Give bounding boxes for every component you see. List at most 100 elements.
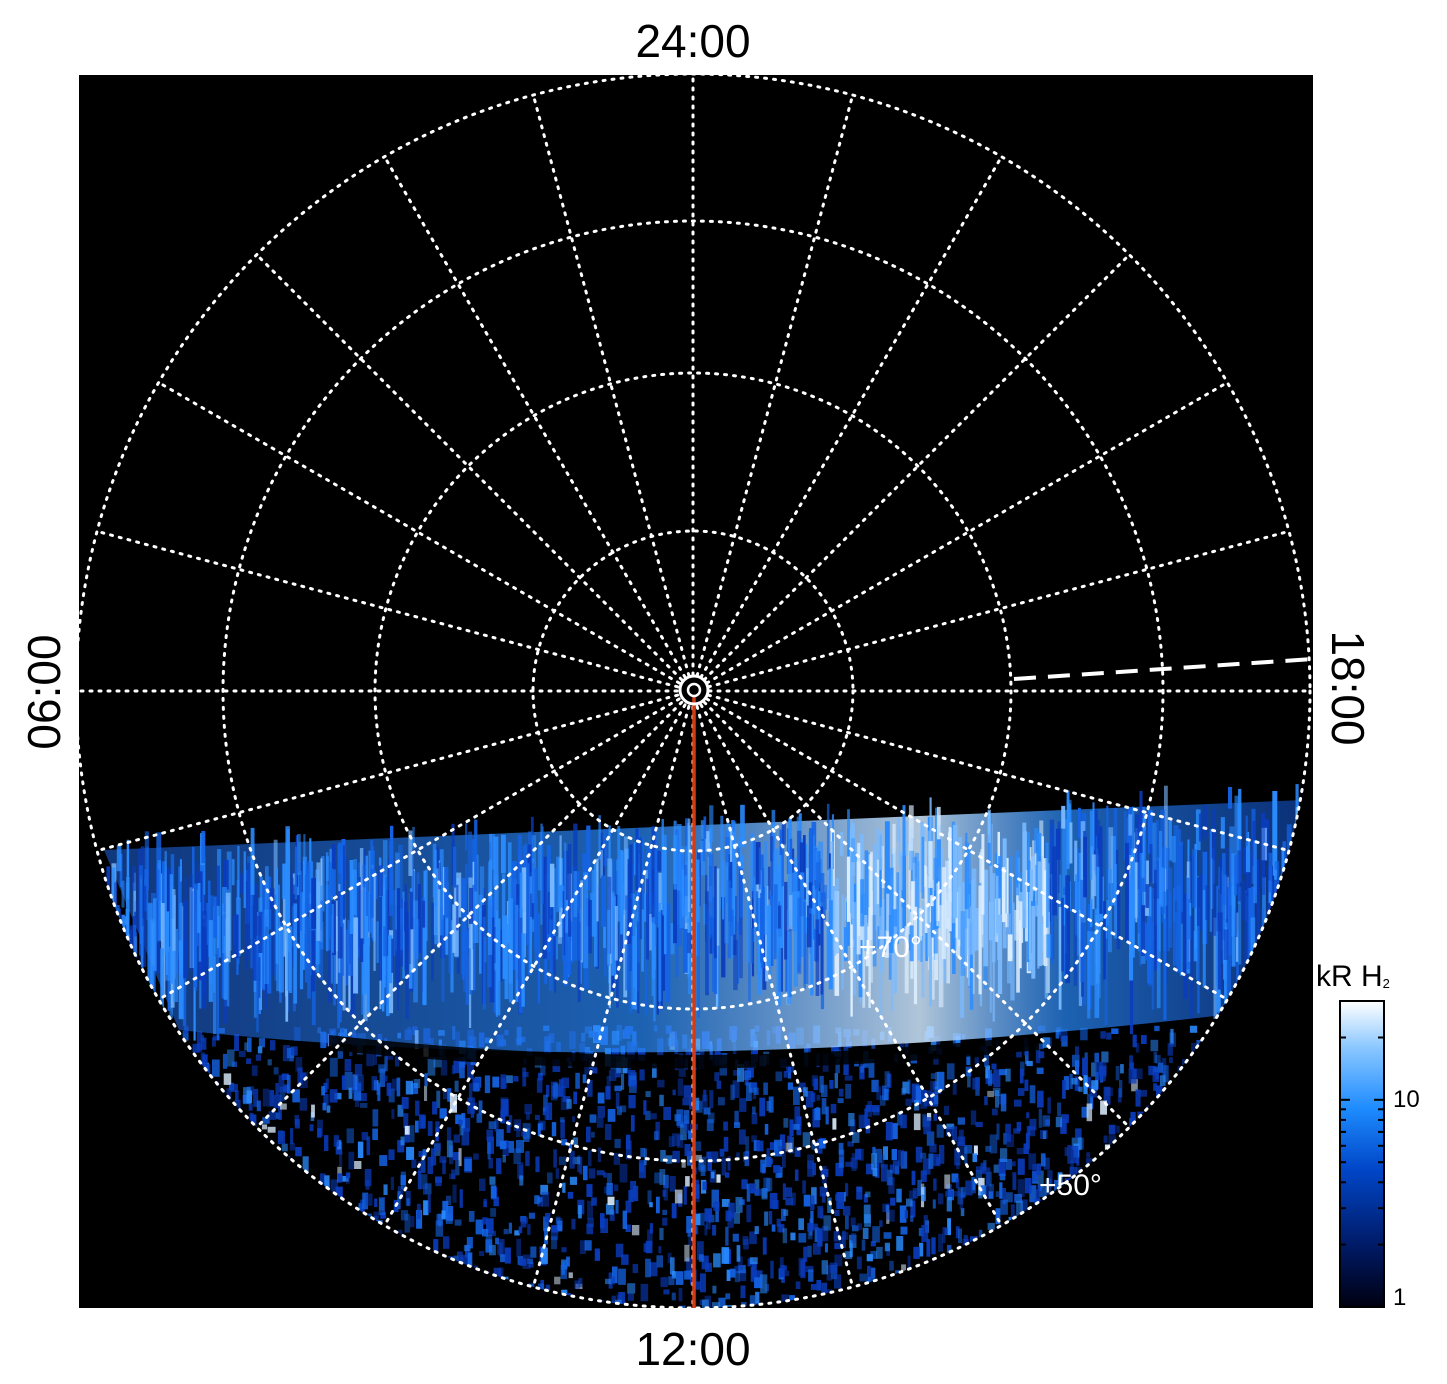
emission-speck [1154, 1025, 1160, 1032]
emission-speck [883, 1146, 888, 1160]
emission-speck [404, 1125, 410, 1135]
emission-speck [970, 1110, 977, 1125]
emission-speck [842, 1230, 846, 1249]
emission-speck [716, 1174, 721, 1183]
emission-speck [672, 1150, 680, 1163]
emission-speck [819, 1186, 828, 1197]
emission-speck [415, 1100, 420, 1116]
aurora-streak [958, 837, 963, 940]
emission-speck [427, 1057, 436, 1076]
aurora-streak [1024, 870, 1028, 942]
emission-speck [249, 1112, 254, 1130]
aurora-streak [411, 855, 414, 927]
emission-speck [649, 1223, 653, 1234]
emission-speck [867, 1265, 871, 1285]
aurora-streak [529, 872, 532, 972]
emission-speck [927, 1112, 932, 1121]
emission-speck [952, 1083, 957, 1095]
aurora-streak [908, 843, 911, 935]
emission-speck [606, 1183, 613, 1196]
emission-speck [755, 1291, 760, 1304]
emission-speck [1025, 1046, 1029, 1065]
aurora-streak [709, 915, 712, 938]
latitude-label-70: +70° [859, 931, 922, 964]
emission-speck [670, 1257, 675, 1275]
aurora-streak [1141, 822, 1145, 878]
aurora-streak [408, 830, 413, 876]
aurora-streak [294, 846, 297, 900]
emission-speck [1105, 1087, 1113, 1097]
emission-speck [446, 1127, 452, 1142]
emission-speck [446, 1195, 452, 1206]
emission-speck [685, 1176, 690, 1187]
emission-speck [629, 1075, 637, 1093]
emission-speck [1189, 1025, 1198, 1033]
aurora-streak [321, 856, 325, 912]
aurora-streak [899, 907, 903, 941]
emission-speck [946, 1127, 953, 1137]
emission-speck [292, 1089, 300, 1103]
aurora-streak [1045, 842, 1049, 928]
emission-speck [1108, 1124, 1116, 1135]
emission-speck [984, 1096, 988, 1106]
emission-speck [833, 1231, 840, 1242]
emission-speck [713, 1201, 720, 1211]
emission-speck [700, 1273, 706, 1293]
emission-speck [776, 1218, 781, 1227]
emission-speck [329, 1057, 338, 1077]
emission-speck [1111, 1028, 1119, 1034]
aurora-streak [760, 893, 765, 963]
aurora-streak [490, 834, 496, 870]
emission-speck [885, 1204, 889, 1212]
emission-speck [915, 1146, 923, 1163]
aurora-streak [938, 905, 944, 1008]
aurora-streak [395, 905, 398, 984]
emission-speck [715, 1204, 719, 1223]
emission-speck [862, 1227, 869, 1239]
emission-speck [754, 1226, 759, 1234]
emission-speck [993, 1164, 1000, 1173]
emission-speck [957, 1117, 965, 1125]
aurora-streak [290, 878, 294, 963]
emission-speck [702, 1181, 707, 1190]
emission-speck [517, 1162, 524, 1179]
emission-speck [874, 1148, 883, 1163]
emission-speck [547, 1172, 553, 1184]
emission-speck [783, 1265, 787, 1271]
emission-speck [863, 1204, 871, 1224]
emission-speck [955, 1036, 961, 1048]
meridian-line [255, 253, 684, 682]
aurora-streak [586, 825, 591, 891]
emission-speck [282, 1045, 290, 1062]
emission-speck [703, 1107, 711, 1115]
emission-speck [609, 1209, 615, 1221]
emission-speck [1075, 1060, 1079, 1075]
emission-speck [931, 1237, 936, 1255]
emission-speck [1128, 1068, 1137, 1084]
emission-speck [631, 1225, 640, 1236]
aurora-streak [1107, 869, 1112, 953]
emission-speck [227, 1049, 235, 1067]
aurora-streak [806, 868, 810, 918]
aurora-streak [673, 883, 677, 944]
emission-speck [789, 1137, 794, 1154]
emission-speck [257, 1046, 263, 1054]
aurora-streak [1217, 912, 1223, 990]
emission-speck [872, 1146, 876, 1155]
emission-speck [1019, 1068, 1024, 1084]
emission-speck [279, 1086, 286, 1102]
emission-speck [536, 1078, 543, 1093]
emission-speck [377, 1082, 381, 1102]
aurora-streak [1148, 809, 1153, 854]
aurora-streak [1078, 807, 1081, 838]
aurora-streak [787, 931, 792, 1004]
emission-speck [807, 1160, 814, 1177]
aurora-streak [1145, 884, 1150, 908]
emission-speck [1081, 1106, 1089, 1118]
aurora-streak [800, 872, 805, 957]
emission-speck [999, 1069, 1007, 1076]
emission-speck [697, 1159, 704, 1171]
aurora-streak [178, 940, 184, 1020]
emission-speck [281, 1143, 288, 1152]
emission-speck [550, 1226, 559, 1241]
